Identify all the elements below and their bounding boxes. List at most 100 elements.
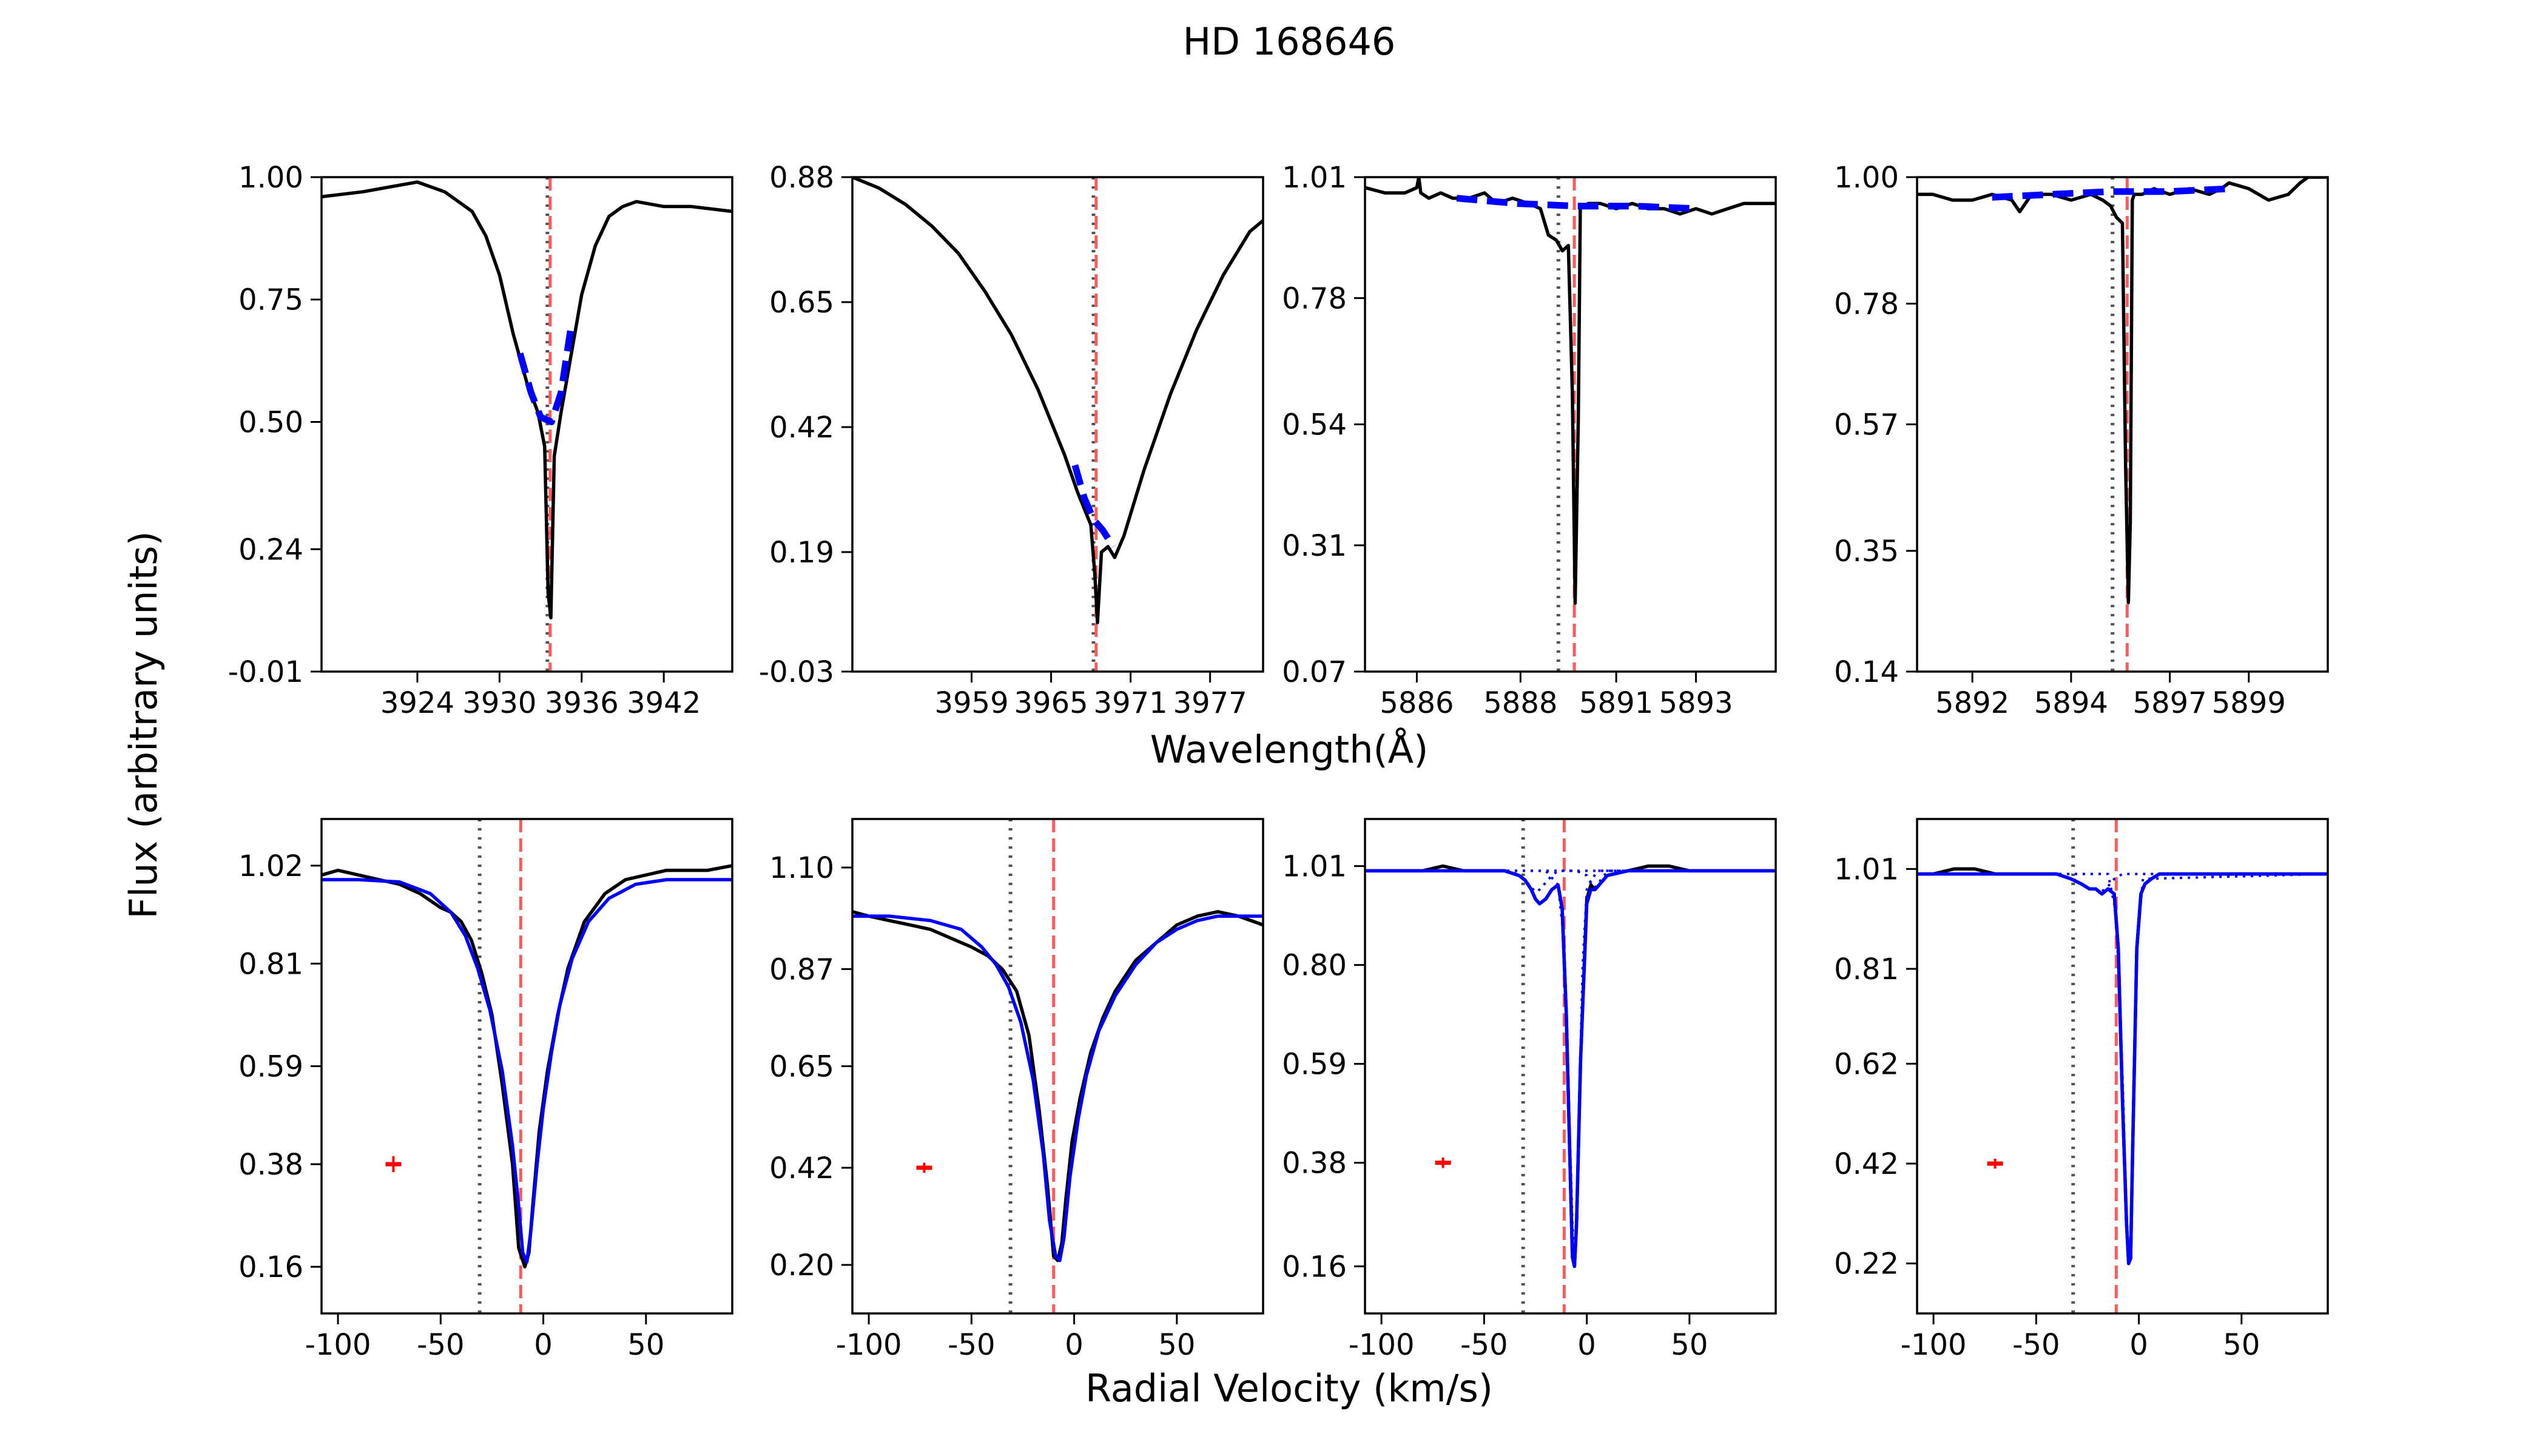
y-axis-label: Flux (arbitrary units) xyxy=(121,531,166,918)
y-tick-label: 0.59 xyxy=(238,1050,303,1084)
y-tick-label: 0.54 xyxy=(1282,408,1347,442)
series-fit xyxy=(322,878,732,1264)
plot-area xyxy=(852,819,1263,1313)
plot-area xyxy=(322,177,732,672)
x-tick-label: 5886 xyxy=(1380,686,1454,720)
y-tick-label: 0.42 xyxy=(769,1151,834,1185)
panel-frame xyxy=(1916,818,2329,1315)
y-tick-label: 0.57 xyxy=(1834,408,1899,442)
series-spectrum xyxy=(322,180,732,619)
x-tick-label: 50 xyxy=(1158,1328,1195,1362)
x-tick-label: 0 xyxy=(1065,1328,1084,1362)
y-tick-label: 0.16 xyxy=(238,1250,303,1284)
series-fit xyxy=(1992,185,2230,201)
x-tick-label: -50 xyxy=(2012,1328,2060,1362)
x-tick-label: 0 xyxy=(2129,1328,2148,1362)
x-tick-label: 50 xyxy=(627,1328,664,1362)
x-axis-label-radial-velocity: Radial Velocity (km/s) xyxy=(1085,1366,1493,1410)
x-tick-label: 5891 xyxy=(1579,686,1653,720)
x-tick-label: 0 xyxy=(534,1328,553,1362)
plot-area xyxy=(1917,177,2328,672)
x-tick-label: 3936 xyxy=(545,686,619,720)
y-tick-label: 1.01 xyxy=(1282,850,1347,884)
y-tick-label: 1.00 xyxy=(1834,161,1899,195)
y-tick-label: 1.10 xyxy=(769,851,834,885)
x-tick-label: 3930 xyxy=(462,686,536,720)
series-component-1 xyxy=(1917,872,2328,893)
panel-bottom-4: -100 -50 0 50 0.22 0.42 0.62 0.81 1.01 xyxy=(1834,818,2329,1362)
x-tick-label: 3977 xyxy=(1173,686,1247,720)
x-tick-label: 3942 xyxy=(627,686,701,720)
y-tick-label: 0.24 xyxy=(238,533,303,567)
x-tick-label: 50 xyxy=(1671,1328,1708,1362)
panel-bottom-3: -100 -50 0 50 0.16 0.38 0.59 0.80 1.01 xyxy=(1282,818,1777,1362)
plot-area xyxy=(1365,177,1776,672)
y-tick-label: 0.87 xyxy=(769,952,834,986)
x-tick-label: -50 xyxy=(417,1328,464,1362)
x-tick-label: 5894 xyxy=(2034,686,2108,720)
y-tick-label: -0.03 xyxy=(759,655,834,689)
series-fit xyxy=(852,914,1263,1262)
x-tick-label: 5899 xyxy=(2212,686,2286,720)
x-tick-label: -50 xyxy=(1460,1328,1508,1362)
y-tick-label: 0.80 xyxy=(1282,949,1347,983)
panel-bottom-2: -100 -50 0 50 0.20 0.42 0.65 0.87 1.10 xyxy=(769,818,1264,1362)
y-tick-label: 0.42 xyxy=(1834,1147,1899,1181)
x-tick-label: 5893 xyxy=(1659,686,1733,720)
series-component-3 xyxy=(1365,869,1776,889)
x-tick-label: 5897 xyxy=(2133,686,2207,720)
panel-top-2: 3959 3965 3971 3977 -0.03 0.19 0.42 0.65 0.88 xyxy=(759,161,1264,720)
y-tick-label: 0.81 xyxy=(238,947,303,981)
x-tick-label: -100 xyxy=(836,1328,902,1362)
y-tick-label: 0.35 xyxy=(1834,534,1899,568)
y-tick-label: 1.01 xyxy=(1282,161,1347,195)
y-tick-label: 0.78 xyxy=(1834,287,1899,321)
x-tick-label: 50 xyxy=(2223,1328,2260,1362)
series-component-2 xyxy=(1917,872,2328,1260)
series-spectrum xyxy=(1917,177,2328,605)
y-tick-label: 1.01 xyxy=(1834,852,1899,886)
y-tick-label: 0.81 xyxy=(1834,952,1899,986)
y-tick-label: 0.20 xyxy=(769,1249,834,1282)
y-tick-label: 0.42 xyxy=(769,411,834,445)
y-tick-label: 0.14 xyxy=(1834,655,1899,689)
plot-area xyxy=(852,177,1263,672)
panel-frame xyxy=(851,176,1264,673)
series-fit xyxy=(1071,464,1116,548)
plot-area xyxy=(1365,819,1776,1313)
y-tick-label: 1.02 xyxy=(238,849,303,883)
x-tick-label: 3959 xyxy=(934,686,1008,720)
y-tick-label: 0.31 xyxy=(1282,529,1347,563)
x-tick-label: -100 xyxy=(1901,1328,1967,1362)
y-tick-label: 0.59 xyxy=(1282,1048,1347,1082)
panel-frame xyxy=(320,176,733,673)
x-tick-label: 3965 xyxy=(1014,686,1088,720)
y-tick-label: 0.22 xyxy=(1834,1247,1899,1281)
series-spectrum xyxy=(1365,177,1776,605)
x-tick-label: -100 xyxy=(1349,1328,1415,1362)
x-tick-label: 3971 xyxy=(1094,686,1168,720)
figure-title: HD 168646 xyxy=(1183,19,1396,64)
y-tick-label: 1.00 xyxy=(238,161,303,195)
x-tick-label: -50 xyxy=(948,1328,995,1362)
x-tick-label: 5888 xyxy=(1483,686,1557,720)
series-fit xyxy=(1456,195,1696,212)
x-tick-label: -100 xyxy=(305,1328,371,1362)
y-tick-label: 0.07 xyxy=(1282,655,1347,689)
subplot-grid: 3924 3930 3936 3942 -0.01 0.24 0.50 0.75 1.00 395… xyxy=(228,161,2329,1362)
y-tick-label: 0.78 xyxy=(1282,281,1347,315)
y-tick-label: 0.19 xyxy=(769,536,834,570)
panel-top-4: 5892 5894 5897 5899 0.14 0.35 0.57 0.78 1.00 xyxy=(1834,161,2329,720)
panel-top-1: 3924 3930 3936 3942 -0.01 0.24 0.50 0.75 1.00 xyxy=(228,161,733,720)
series-spectrum xyxy=(852,177,1263,625)
x-tick-label: 0 xyxy=(1577,1328,1596,1362)
y-tick-label: 0.88 xyxy=(769,161,834,195)
x-axis-label-wavelength: Wavelength(Å) xyxy=(1150,727,1429,772)
series-spectrum xyxy=(322,864,732,1269)
y-tick-label: 0.75 xyxy=(238,283,303,317)
y-tick-label: 0.65 xyxy=(769,1050,834,1084)
y-tick-label: 0.50 xyxy=(238,405,303,439)
y-tick-label: 0.38 xyxy=(238,1148,303,1182)
y-tick-label: 0.38 xyxy=(1282,1147,1347,1181)
